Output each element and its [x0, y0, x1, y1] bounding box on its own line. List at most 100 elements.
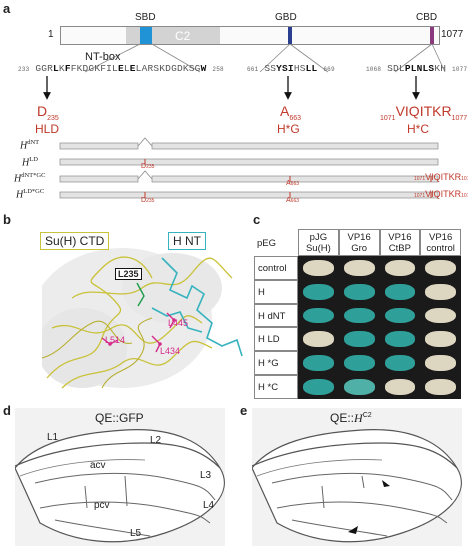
mark-vqitkr-ldgc: 1071VIQITKR1077 — [414, 189, 468, 199]
yeast-spot-r0-c3 — [425, 260, 456, 276]
construct-label-hdnt: HdNT — [20, 139, 40, 152]
protein-structure-graphic — [42, 248, 243, 389]
gbd-label: GBD — [275, 12, 297, 23]
vein-label-l5: L5 — [130, 528, 142, 539]
vein-label-l1: L1 — [47, 432, 59, 443]
mutation-hld-label: HLD — [35, 122, 60, 136]
mutation-hg-label: H*G — [277, 122, 300, 136]
col-header-2: VP16 CtBP — [379, 229, 421, 256]
legend-h-nt: H NT — [168, 232, 206, 250]
protein-end: 1077 — [441, 29, 464, 40]
yeast-spot-r2-c1 — [343, 307, 375, 324]
c-seq-start: 1068 — [366, 66, 382, 73]
panel-c-label: c — [253, 212, 261, 227]
nt-seq-text: GGRLKFFKDGKFILELELARSKDGDKSGW — [35, 63, 207, 74]
yeast-spot-r2-c2 — [384, 307, 416, 324]
yeast-spot-r0-c0 — [303, 260, 334, 276]
residue-l434: L434 — [160, 346, 181, 356]
c2-label: C2 — [175, 29, 191, 43]
ntbox-label: NT-box — [85, 51, 121, 63]
c-seq-text: SDLPLNLSKH — [387, 63, 447, 74]
construct-label-hdnt-gc: HdNT*GC — [14, 172, 46, 185]
mark-d235-ld: D235 — [141, 163, 155, 170]
residue-l514: L514 — [105, 335, 126, 345]
vein-label-l2: L2 — [150, 435, 162, 446]
mutation-a663: A663 — [280, 103, 302, 122]
panel-b-label: b — [3, 212, 11, 227]
c-seq-end: 1077 — [452, 66, 468, 73]
yeast-spot-r1-c3 — [425, 283, 456, 300]
cbd-label: CBD — [416, 12, 438, 23]
yeast-spot-r5-c3 — [425, 379, 456, 395]
yeast-spot-r1-c0 — [303, 283, 334, 300]
panel-a-label: a — [3, 1, 11, 16]
yeast-spot-r3-c3 — [425, 331, 456, 348]
yeast-spot-r3-c0 — [303, 331, 334, 348]
row-label-5: H *C — [254, 375, 298, 399]
wing-e-graphic — [252, 429, 462, 543]
wing-d-title: QE::GFP — [95, 411, 144, 425]
mark-d235-ldgc: D235 — [141, 197, 155, 204]
yeast-spot-r1-c2 — [384, 283, 416, 300]
gbd-domain — [288, 27, 292, 44]
mark-vqitkr-dntgc: 1071VIQITKR1077 — [414, 172, 468, 182]
wing-e-frame — [252, 408, 462, 546]
zoom-lines — [84, 43, 446, 73]
y2h-plate — [298, 256, 461, 399]
wing-d-frame — [15, 408, 225, 546]
row-label-0: control — [254, 256, 298, 280]
nt-seq-start: 233 — [18, 66, 30, 73]
residue-l235: L235 — [115, 268, 142, 280]
row-label-2: H dNT — [254, 303, 298, 328]
yeast-spot-r5-c2 — [384, 379, 416, 395]
vein-label-l3: L3 — [200, 470, 212, 481]
g-seq-text: SSYSIHSLL — [264, 63, 318, 74]
construct-bars — [59, 137, 439, 199]
yeast-spot-r1-c1 — [343, 283, 375, 300]
vein-label-acv: acv — [90, 460, 106, 471]
row-label-1: H — [254, 279, 298, 304]
yeast-spot-r4-c3 — [425, 355, 456, 371]
wing-e-title: QE::HC2 — [330, 411, 372, 425]
mutation-d235: D235 — [37, 103, 59, 122]
yeast-spot-r0-c2 — [384, 260, 416, 276]
wing-d-graphic — [15, 429, 225, 543]
g-seq-start: 661 — [247, 66, 259, 73]
yeast-spot-r5-c0 — [303, 379, 334, 395]
row-label-4: H *G — [254, 351, 298, 375]
yeast-spot-r2-c0 — [303, 307, 334, 324]
yeast-spot-r0-c1 — [343, 260, 375, 276]
mutation-hc-label: H*C — [407, 122, 430, 136]
yeast-spot-r2-c3 — [425, 307, 456, 324]
sbd-domain — [140, 27, 152, 44]
yeast-spot-r5-c1 — [343, 379, 375, 395]
row-label-3: H LD — [254, 327, 298, 352]
construct-label-hld-gc: HLD*GC — [16, 188, 45, 201]
nt-sequence: 233 GGRLKFFKDGKFILELELARSKDGDKSGW 258 — [18, 63, 224, 74]
mark-a663-dntgc: A663 — [286, 180, 300, 187]
g-seq-end: 669 — [323, 66, 335, 73]
cbd-domain — [430, 27, 434, 44]
protein-start: 1 — [48, 29, 54, 40]
panel-e-label: e — [240, 403, 248, 418]
c-sequence: 1068 SDLPLNLSKH 1077 — [366, 63, 467, 74]
arrowhead-2 — [348, 526, 358, 534]
legend-su-h-ctd: Su(H) CTD — [40, 232, 110, 250]
arrowhead-1 — [382, 480, 390, 487]
vein-label-l4: L4 — [203, 500, 215, 511]
nt-seq-end: 258 — [212, 66, 224, 73]
g-sequence: 661 SSYSIHSLL 669 — [247, 63, 335, 74]
col-header-0: pJG Su(H) — [298, 229, 339, 256]
yeast-spot-r4-c2 — [384, 355, 416, 371]
yeast-spot-r4-c0 — [303, 355, 334, 371]
yeast-spot-r4-c1 — [343, 355, 375, 371]
mark-a663-ldgc: A663 — [286, 197, 300, 204]
construct-label-hld: HLD — [22, 156, 38, 169]
sbd-label: SBD — [135, 12, 156, 23]
panel-d-label: d — [3, 403, 11, 418]
structure-image — [42, 228, 252, 393]
mutation-arrows — [43, 76, 420, 100]
residue-l445: L445 — [168, 318, 189, 328]
vein-label-pcv: pcv — [94, 500, 110, 511]
mutation-vqitkr: 1071VIQITKR1077 — [380, 103, 468, 122]
